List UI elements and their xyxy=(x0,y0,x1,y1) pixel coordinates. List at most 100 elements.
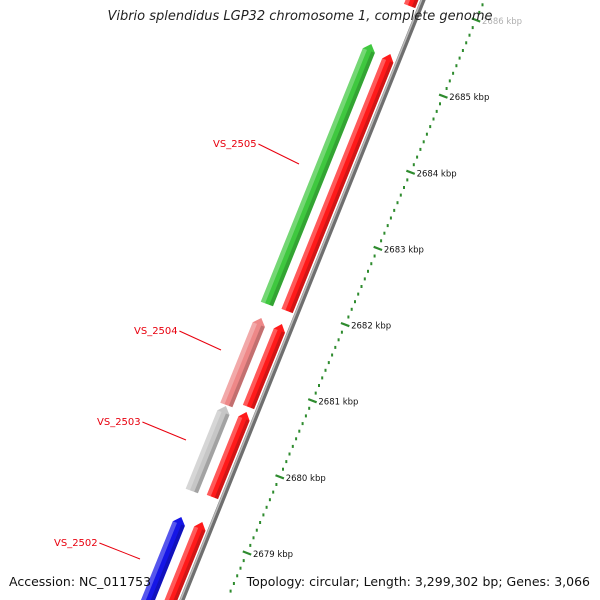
scale-tick-label: 2685 kbp xyxy=(449,93,489,103)
cds-arrow-top-fragment-highlight xyxy=(404,0,411,6)
cds-arrow-vs_2502 xyxy=(164,522,206,600)
gene-arrow-vs_2505-shadow xyxy=(269,51,375,307)
scale-minor-ticks xyxy=(229,3,484,593)
gene-arrow-vs_2504-shadow xyxy=(228,325,265,408)
scale-minor-tick xyxy=(419,147,422,151)
cds-arrow-vs_2504 xyxy=(242,324,285,410)
backbone-highlight xyxy=(179,0,423,600)
gene-arrow-vs_2504 xyxy=(220,318,265,408)
scale-minor-tick xyxy=(295,437,298,441)
cds-arrow-vs_2504-body xyxy=(242,324,285,410)
gene-arrow-vs_2503 xyxy=(185,406,230,494)
scale-minor-tick xyxy=(367,269,369,273)
gene-arrow-vs_2504-body xyxy=(220,318,265,408)
gene-leader-line xyxy=(142,421,187,441)
gene-label-vs_2502: VS_2502 xyxy=(54,538,98,549)
scale-minor-tick xyxy=(334,345,337,349)
scale-tick-label: 2680 kbp xyxy=(286,474,326,484)
gene-arrow-vs_2502-shadow xyxy=(150,524,185,600)
cds-arrow-vs_2505-highlight xyxy=(281,58,387,311)
gene-label-vs_2503: VS_2503 xyxy=(97,417,141,428)
scale-minor-tick xyxy=(468,33,471,37)
scale-minor-tick xyxy=(448,79,451,83)
scale-minor-tick xyxy=(337,338,340,342)
scale-minor-tick xyxy=(425,132,428,136)
scale-minor-tick xyxy=(275,483,278,486)
scale-minor-tick xyxy=(396,201,399,205)
scale-minor-tick xyxy=(380,239,383,243)
feature-layer xyxy=(140,0,419,600)
gene-arrow-vs_2502-body xyxy=(140,517,185,600)
scale-tick-label: 2681 kbp xyxy=(318,398,358,408)
scale-minor-tick xyxy=(465,41,468,45)
scale-major-tick xyxy=(405,169,416,175)
scale-minor-tick xyxy=(412,163,415,167)
scale-minor-tick xyxy=(360,285,363,288)
gene-arrow-vs_2505-highlight xyxy=(260,48,367,304)
scale-minor-tick xyxy=(393,208,396,212)
scale-minor-tick xyxy=(383,231,386,235)
scale-minor-tick xyxy=(403,186,405,189)
cds-arrow-vs_2503-body xyxy=(206,412,250,500)
cds-arrow-vs_2504-highlight xyxy=(242,328,278,407)
backbone-line xyxy=(179,0,426,600)
cds-arrow-vs_2502-shadow xyxy=(173,529,206,600)
scale-minor-tick xyxy=(321,376,324,380)
scale-minor-tick xyxy=(232,582,235,585)
scale-minor-tick xyxy=(416,155,419,159)
scale-minor-tick xyxy=(301,422,304,426)
scale-minor-tick xyxy=(304,414,307,418)
scale-minor-tick xyxy=(478,10,481,14)
gene-arrow-vs_2502 xyxy=(140,517,185,600)
scale-minor-tick xyxy=(458,56,461,60)
accession-text: Accession: NC_011753 xyxy=(9,574,152,589)
scale-tick-label: 2683 kbp xyxy=(384,245,424,255)
scale-minor-tick xyxy=(481,3,484,7)
cds-arrow-top-fragment xyxy=(404,0,419,9)
cds-arrow-vs_2505-shadow xyxy=(289,61,394,314)
scale-minor-tick xyxy=(452,71,455,75)
scale-minor-tick xyxy=(268,498,271,502)
gene-arrow-vs_2502-highlight xyxy=(140,521,177,600)
scale-minor-tick xyxy=(314,391,317,395)
cds-arrow-vs_2502-highlight xyxy=(164,526,199,600)
scale-minor-tick xyxy=(389,216,392,220)
scale-minor-tick xyxy=(272,490,275,494)
scale-minor-tick xyxy=(422,140,425,144)
gene-leader-line xyxy=(258,143,300,165)
cds-arrow-vs_2503-shadow xyxy=(214,419,250,500)
scale-minor-tick xyxy=(298,429,301,433)
scale-minor-tick xyxy=(262,513,265,517)
scale-minor-tick xyxy=(249,543,252,547)
scale-major-tick xyxy=(275,474,285,480)
cds-arrow-top-fragment-shadow xyxy=(411,0,419,9)
gene-arrow-vs_2503-highlight xyxy=(185,410,222,491)
scale-minor-tick xyxy=(324,368,327,372)
gene-label-vs_2505: VS_2505 xyxy=(213,139,257,150)
scale-minor-tick xyxy=(406,178,409,182)
scale-minor-tick xyxy=(252,536,255,540)
scale-minor-tick xyxy=(285,460,288,464)
scale-minor-tick xyxy=(354,300,356,304)
gene-label-vs_2504: VS_2504 xyxy=(134,326,178,337)
scale-minor-tick xyxy=(331,353,334,357)
scale-major-ticks xyxy=(242,17,481,556)
cds-arrow-vs_2505 xyxy=(281,54,394,314)
scale-minor-tick xyxy=(239,566,242,570)
scale-major-tick xyxy=(307,398,318,404)
gene-arrow-vs_2504-highlight xyxy=(220,322,257,405)
scale-label-layer: 2679 kbp 2680 kbp 2681 kbp 2682 kbp 2683 kbp… xyxy=(253,17,522,560)
scale-minor-tick xyxy=(340,330,343,334)
scale-minor-tick xyxy=(445,87,448,90)
scale-minor-tick xyxy=(439,102,441,106)
gene-arrow-vs_2503-shadow xyxy=(194,413,230,494)
scale-tick-label: 2679 kbp xyxy=(253,550,293,560)
scale-major-tick xyxy=(438,93,448,99)
scale-minor-tick xyxy=(242,559,245,563)
scale-minor-tick xyxy=(461,49,464,52)
scale-minor-tick xyxy=(265,505,268,509)
scale-minor-tick xyxy=(350,307,353,311)
scale-minor-tick xyxy=(370,262,373,266)
scale-minor-tick xyxy=(236,574,239,578)
